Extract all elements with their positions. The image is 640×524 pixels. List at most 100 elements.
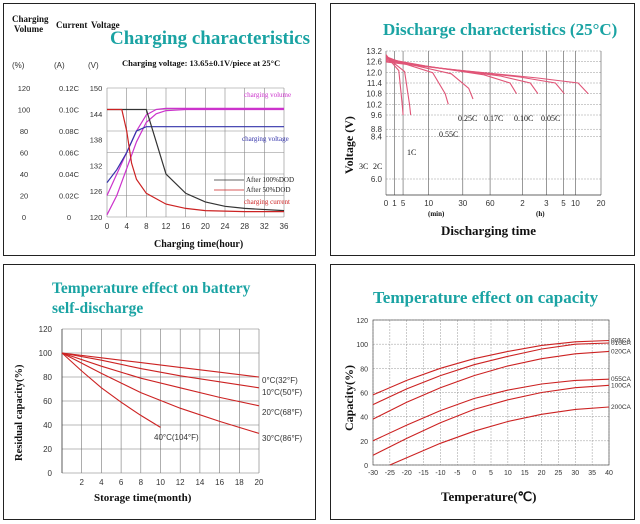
y-tick-label: 100 [39,349,53,358]
series-line-after-50-dod [107,108,284,213]
x-tick-label: 4 [124,222,129,231]
y-tick-label: 9.6 [371,111,383,120]
y-tick-label: 0 [48,469,53,478]
y-tick-label: 6.0 [371,175,383,184]
y-tick-label: 120 [356,318,368,325]
tick-labels: 0 20 40 60 80 100 120 -30 -25 -20 -15 -10 -5 0 5 10 15 20… [356,318,613,477]
x-tick-label: 25 [555,470,563,477]
plot-frame [372,319,610,466]
x-tick-label: 10 [156,478,165,487]
axis-header-voltage: Voltage [91,20,120,30]
x-tick-label: -10 [435,470,445,477]
legend-label-50dod: After 50%DOD [246,186,291,194]
x-tick-label: -20 [402,470,412,477]
y-tick-label-current: 0.02C [59,192,80,201]
chart-title: Charging characteristics [110,28,310,49]
y-tick-label-current: 0.08C [59,127,80,136]
annotation-charging-voltage: charging voltage [242,135,289,143]
x-tick-label: 15 [521,470,529,477]
x-unit-h: (h) [536,210,545,218]
series-lines: 0°C(32°F) 10°C(50°F) 20°C(68°F) 30°C(86°F) 4… [61,352,303,443]
y-tick-label-volume: 40 [20,170,28,179]
series-label-30-c-86-f: 30°C(86°F) [262,434,303,443]
x-tick-label: 20 [255,478,264,487]
x-tick-label: -25 [385,470,395,477]
series-line-0-05c [385,61,589,95]
chart-title-line1: Temperature effect on battery [52,280,251,297]
x-tick-label: 20 [201,222,210,231]
chart-title-line2: self-discharge [52,300,143,317]
series-label-40-c-104-f: 40°C(104°F) [154,433,199,442]
y-tick-label-voltage: 144 [90,110,103,119]
y-tick-label: 12.6 [366,58,382,67]
y-tick-label: 40 [43,421,52,430]
x-tick-label: 10 [424,199,433,208]
series-line-30-c-86-f [61,352,260,434]
x-tick-label: 2 [520,199,525,208]
y-tick-label: 60 [360,391,368,398]
series-label-055ca: 055CA [611,376,632,383]
y-tick-label-volume: 120 [18,84,31,93]
series-line-100ca [372,384,610,456]
series-line-010ca [372,342,610,406]
y-tick-label-current: 0.06C [59,149,80,158]
y-tick-label: 100 [356,342,368,349]
legend-label-100dod: After 100%DOD [246,176,294,184]
series-line-005ca [372,339,610,396]
tick-labels: 0 20 40 60 80 100 120 2 4 6 8 10 12 14 16 18 20 [39,325,264,487]
series-line-020ca [372,350,610,420]
x-tick-label: 20 [597,199,606,208]
y-tick-label: 8.4 [371,132,383,141]
y-axis-label: Capacity(%) [342,365,356,431]
y-tick-label: 11.4 [367,79,383,88]
x-tick-label: 0 [472,470,476,477]
series-label-005ca: 005CA [611,338,632,345]
y-tick-label: 40 [360,415,368,422]
y-tick-label: 20 [43,445,52,454]
series-label-2c: 2C [373,162,382,171]
x-tick-label: 10 [504,470,512,477]
x-tick-label: 12 [176,478,185,487]
temperature-capacity-panel: Temperature effect on capacity Capacity(… [330,264,635,520]
series-line-0-c-32-f [61,352,260,378]
chart-subtitle: Charging voltage: 13.65±0.1V/piece at 25… [122,58,280,68]
series-line-after-100-dod [107,108,285,212]
x-tick-label: 16 [181,222,190,231]
series-label-0-17c: 0.17C [484,114,503,123]
self-discharge-chart: Temperature effect on battery self-disch… [14,280,303,504]
series-label-20-c-68-f: 20°C(68°F) [262,408,303,417]
y-tick-label-volume: 20 [20,192,28,201]
x-tick-label: 60 [486,199,495,208]
series-label-0-10c: 0.10C [514,114,533,123]
charging-chart: Charging Volume Current Voltage (%) (A) … [12,14,310,250]
y-tick-label-volume: 100 [18,106,31,115]
series-lines [106,107,285,216]
x-tick-label: -15 [419,470,429,477]
chart-grid [61,328,260,474]
y-tick-label: 60 [43,397,52,406]
axis-unit-voltage: (V) [88,61,99,70]
x-tick-label: 1 [392,199,397,208]
x-tick-label: 30 [458,199,467,208]
x-tick-label: 32 [260,222,269,231]
series-label-1c: 1C [407,148,416,157]
x-tick-label: 5 [561,199,566,208]
series-label-0-c-32-f: 0°C(32°F) [262,376,298,385]
series-line-charging-volume [106,107,284,196]
y-tick-label-current: 0.12C [59,84,80,93]
x-tick-label: 14 [195,478,204,487]
axis-unit-volume: (%) [12,61,25,70]
discharge-characteristics-panel: Discharge characteristics (25°C) Voltage… [330,3,635,256]
axis-header-volume-1: Charging [12,14,49,24]
y-tick-label-volume: 80 [20,127,28,136]
x-tick-label: 28 [240,222,249,231]
y-axis-label: Residual capacity(%) [14,364,25,461]
x-tick-label: 8 [139,478,144,487]
y-tick-label-voltage: 150 [90,84,103,93]
axis-header-current: Current [56,20,87,30]
chart-title: Discharge characteristics (25°C) [383,20,617,39]
series-label-100ca: 100CA [611,382,632,389]
series-label-0-55c: 0.55C [439,130,458,139]
